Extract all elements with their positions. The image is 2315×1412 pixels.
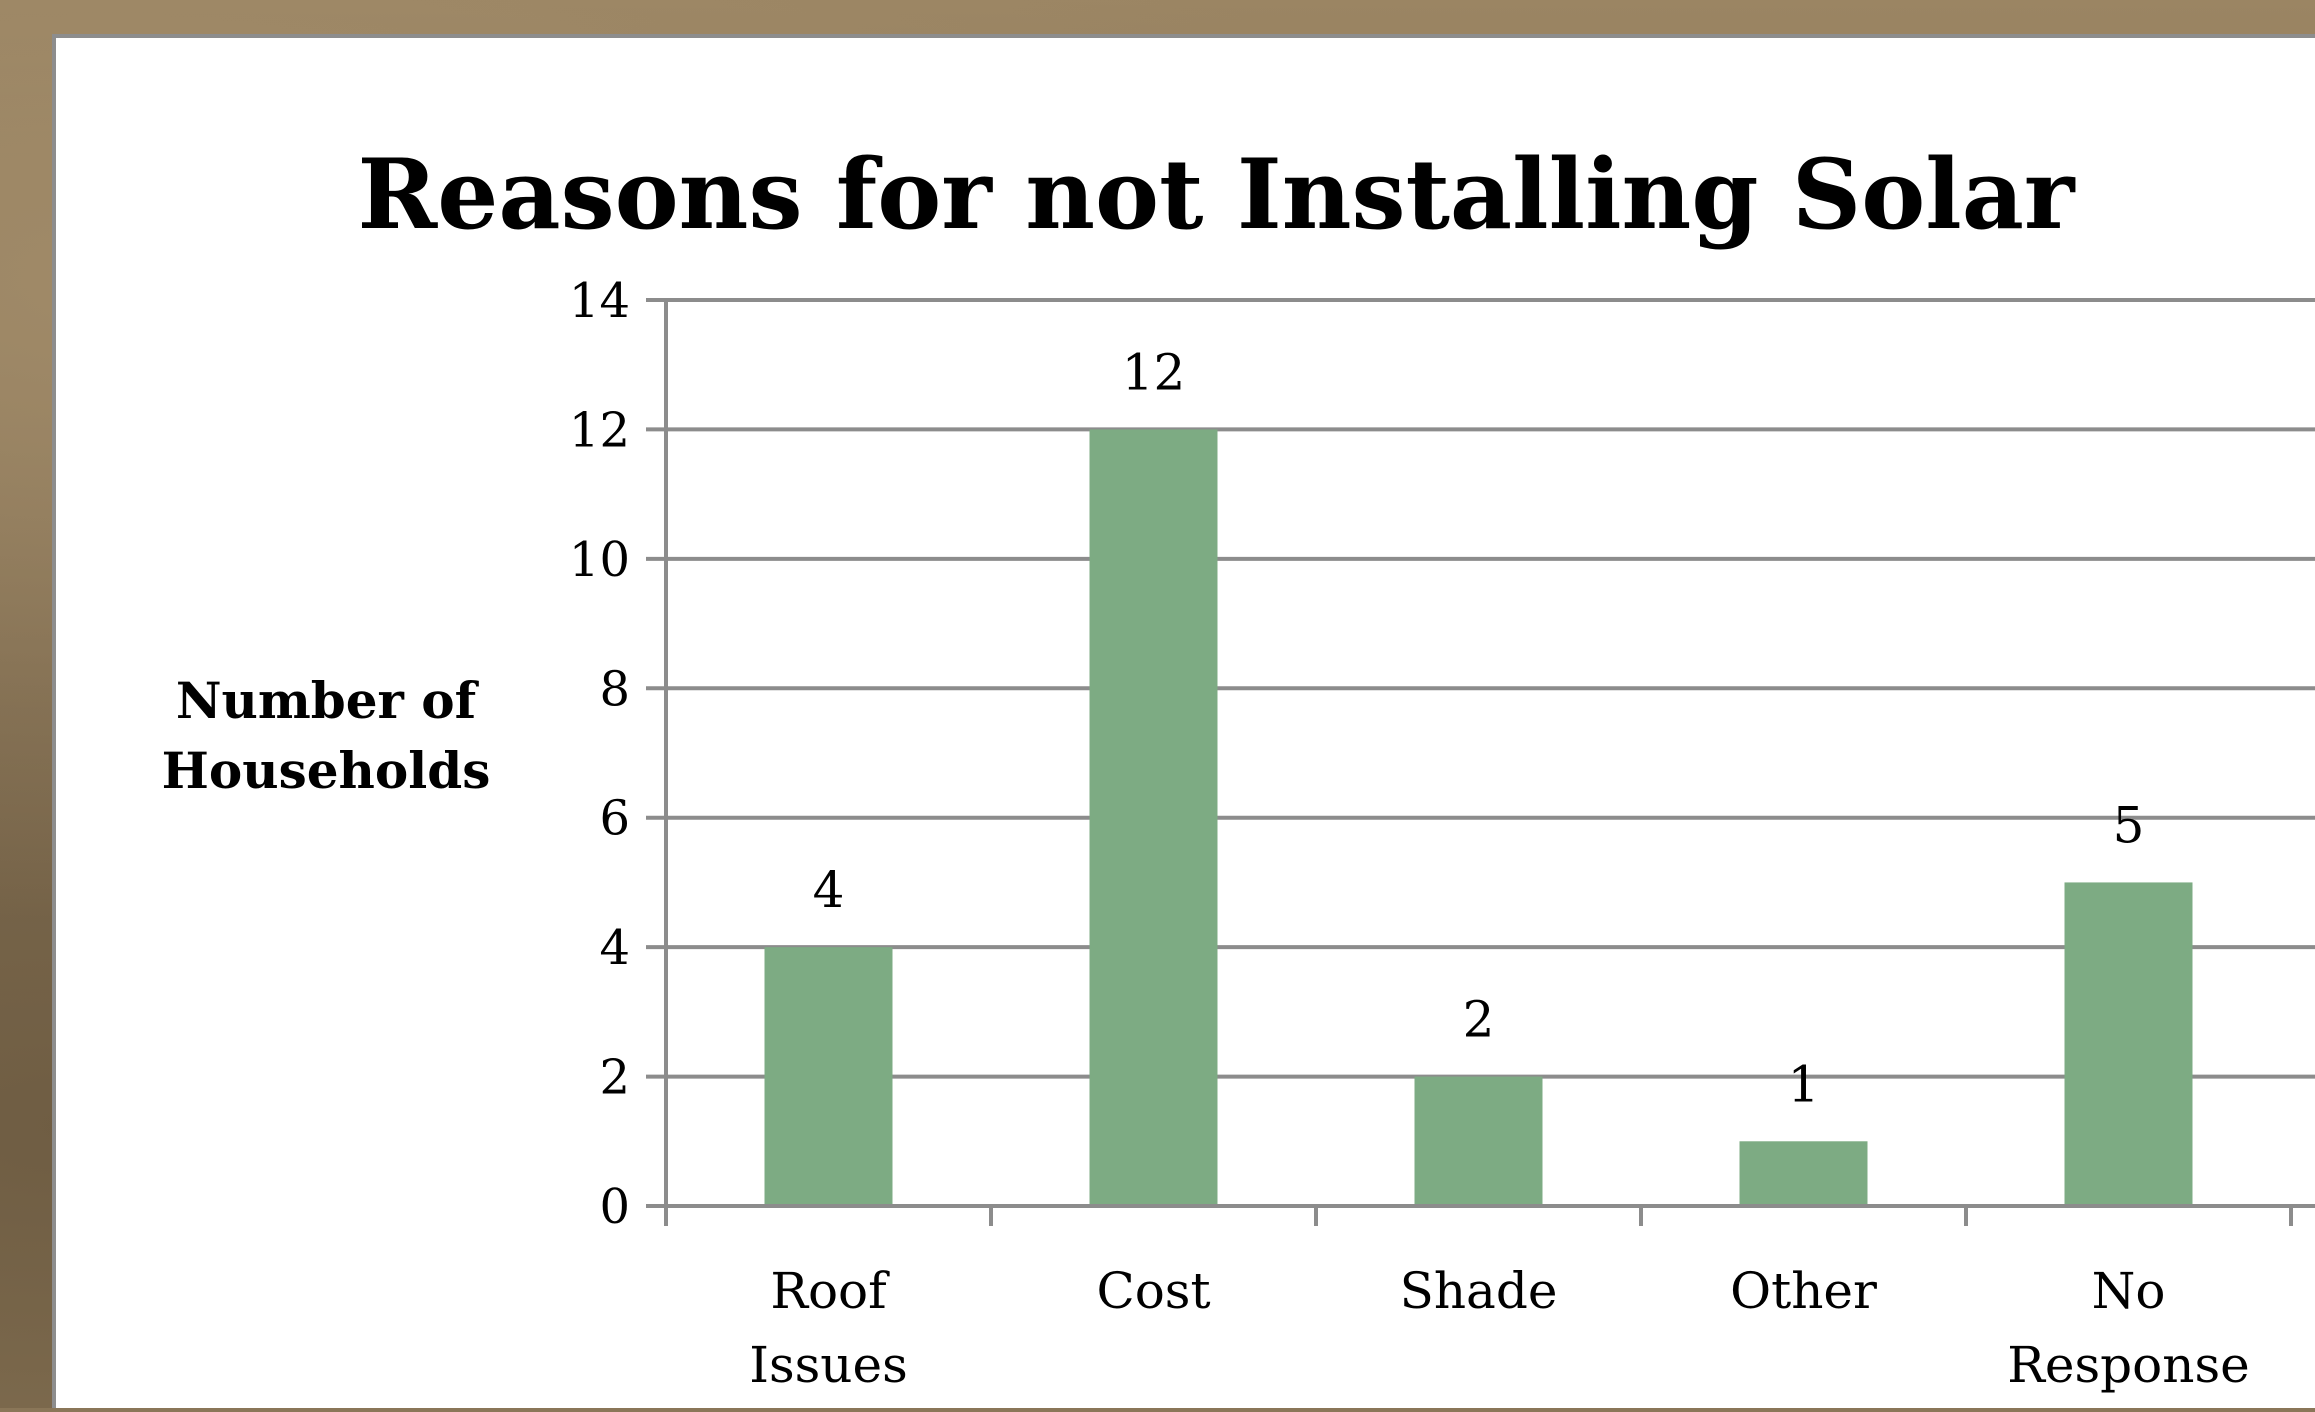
bar: [1739, 1141, 1868, 1206]
y-tick-label: 6: [599, 791, 630, 847]
data-labels: 4 12 2 1 5: [813, 343, 2145, 1113]
y-axis-label-line: Households: [162, 741, 491, 800]
data-label: 2: [1463, 991, 1495, 1049]
y-tick-label: 8: [599, 661, 630, 717]
bar-chart: Reasons for not Installing Solar Number …: [162, 138, 2315, 1394]
bars: [764, 429, 2193, 1206]
category-label: Shade: [1400, 1262, 1558, 1320]
y-axis-label-line: Number of: [176, 671, 480, 730]
chart-title: Reasons for not Installing Solar: [358, 138, 2076, 251]
bar: [1089, 429, 1218, 1206]
category-label: Roof: [770, 1262, 890, 1320]
chart-panel: Reasons for not Installing Solar Number …: [52, 34, 2315, 1408]
y-tick-label: 10: [569, 532, 630, 588]
y-tick-label: 12: [569, 402, 630, 458]
data-label: 4: [813, 861, 845, 919]
data-label: 12: [1122, 343, 1186, 401]
category-label: Other: [1730, 1262, 1877, 1320]
y-tick-label: 0: [599, 1179, 630, 1235]
data-label: 5: [2113, 796, 2145, 854]
bar: [764, 947, 893, 1206]
gridlines: [666, 298, 2315, 1079]
category-label: Issues: [749, 1336, 908, 1394]
y-tick-label: 14: [569, 273, 630, 329]
y-axis-label: Number of Households: [162, 671, 491, 800]
category-label: No: [2092, 1262, 2166, 1320]
y-axis-ticks: 0 2 4 6 8 10 12 14: [569, 273, 666, 1235]
data-label: 1: [1788, 1055, 1820, 1113]
category-label: Response: [2007, 1336, 2249, 1394]
axes: [664, 300, 2315, 1226]
bar: [2064, 882, 2193, 1206]
category-label: Cost: [1096, 1262, 1210, 1320]
bar: [1414, 1076, 1543, 1206]
y-tick-label: 4: [599, 920, 630, 976]
x-axis-categories: Roof Issues Cost Shade Other No Response: [749, 1262, 2250, 1394]
y-tick-label: 2: [599, 1050, 630, 1106]
